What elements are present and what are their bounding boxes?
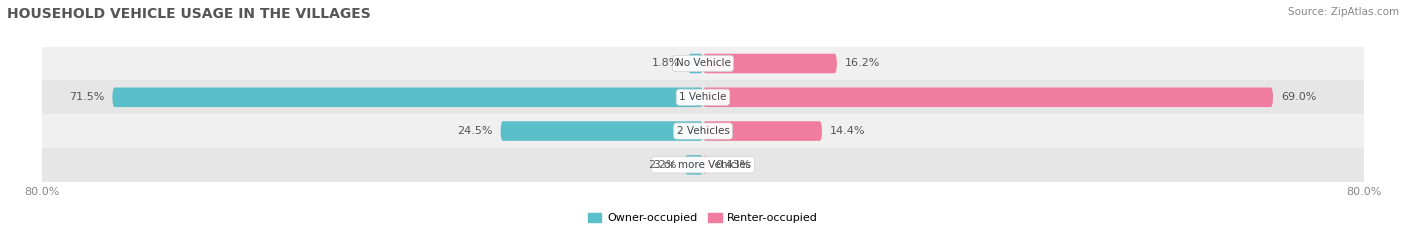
Text: 1.8%: 1.8% (651, 58, 681, 69)
Bar (42, 148, 1364, 182)
FancyBboxPatch shape (501, 121, 703, 141)
FancyBboxPatch shape (688, 54, 703, 73)
Text: 1 Vehicle: 1 Vehicle (679, 92, 727, 102)
Text: 71.5%: 71.5% (69, 92, 104, 102)
Text: No Vehicle: No Vehicle (675, 58, 731, 69)
FancyBboxPatch shape (703, 155, 707, 175)
Bar (42, 80, 1364, 114)
FancyBboxPatch shape (703, 121, 823, 141)
Text: HOUSEHOLD VEHICLE USAGE IN THE VILLAGES: HOUSEHOLD VEHICLE USAGE IN THE VILLAGES (7, 7, 371, 21)
Text: 16.2%: 16.2% (845, 58, 880, 69)
Text: 0.43%: 0.43% (714, 160, 751, 170)
Text: 3 or more Vehicles: 3 or more Vehicles (654, 160, 752, 170)
Text: 2 Vehicles: 2 Vehicles (676, 126, 730, 136)
Bar (42, 47, 1364, 80)
Bar (42, 114, 1364, 148)
FancyBboxPatch shape (703, 87, 1272, 107)
FancyBboxPatch shape (703, 54, 837, 73)
FancyBboxPatch shape (112, 87, 703, 107)
Text: 2.2%: 2.2% (648, 160, 676, 170)
Legend: Owner-occupied, Renter-occupied: Owner-occupied, Renter-occupied (583, 208, 823, 228)
FancyBboxPatch shape (685, 155, 703, 175)
Text: 14.4%: 14.4% (830, 126, 866, 136)
Text: Source: ZipAtlas.com: Source: ZipAtlas.com (1288, 7, 1399, 17)
Text: 69.0%: 69.0% (1281, 92, 1316, 102)
Text: 24.5%: 24.5% (457, 126, 492, 136)
